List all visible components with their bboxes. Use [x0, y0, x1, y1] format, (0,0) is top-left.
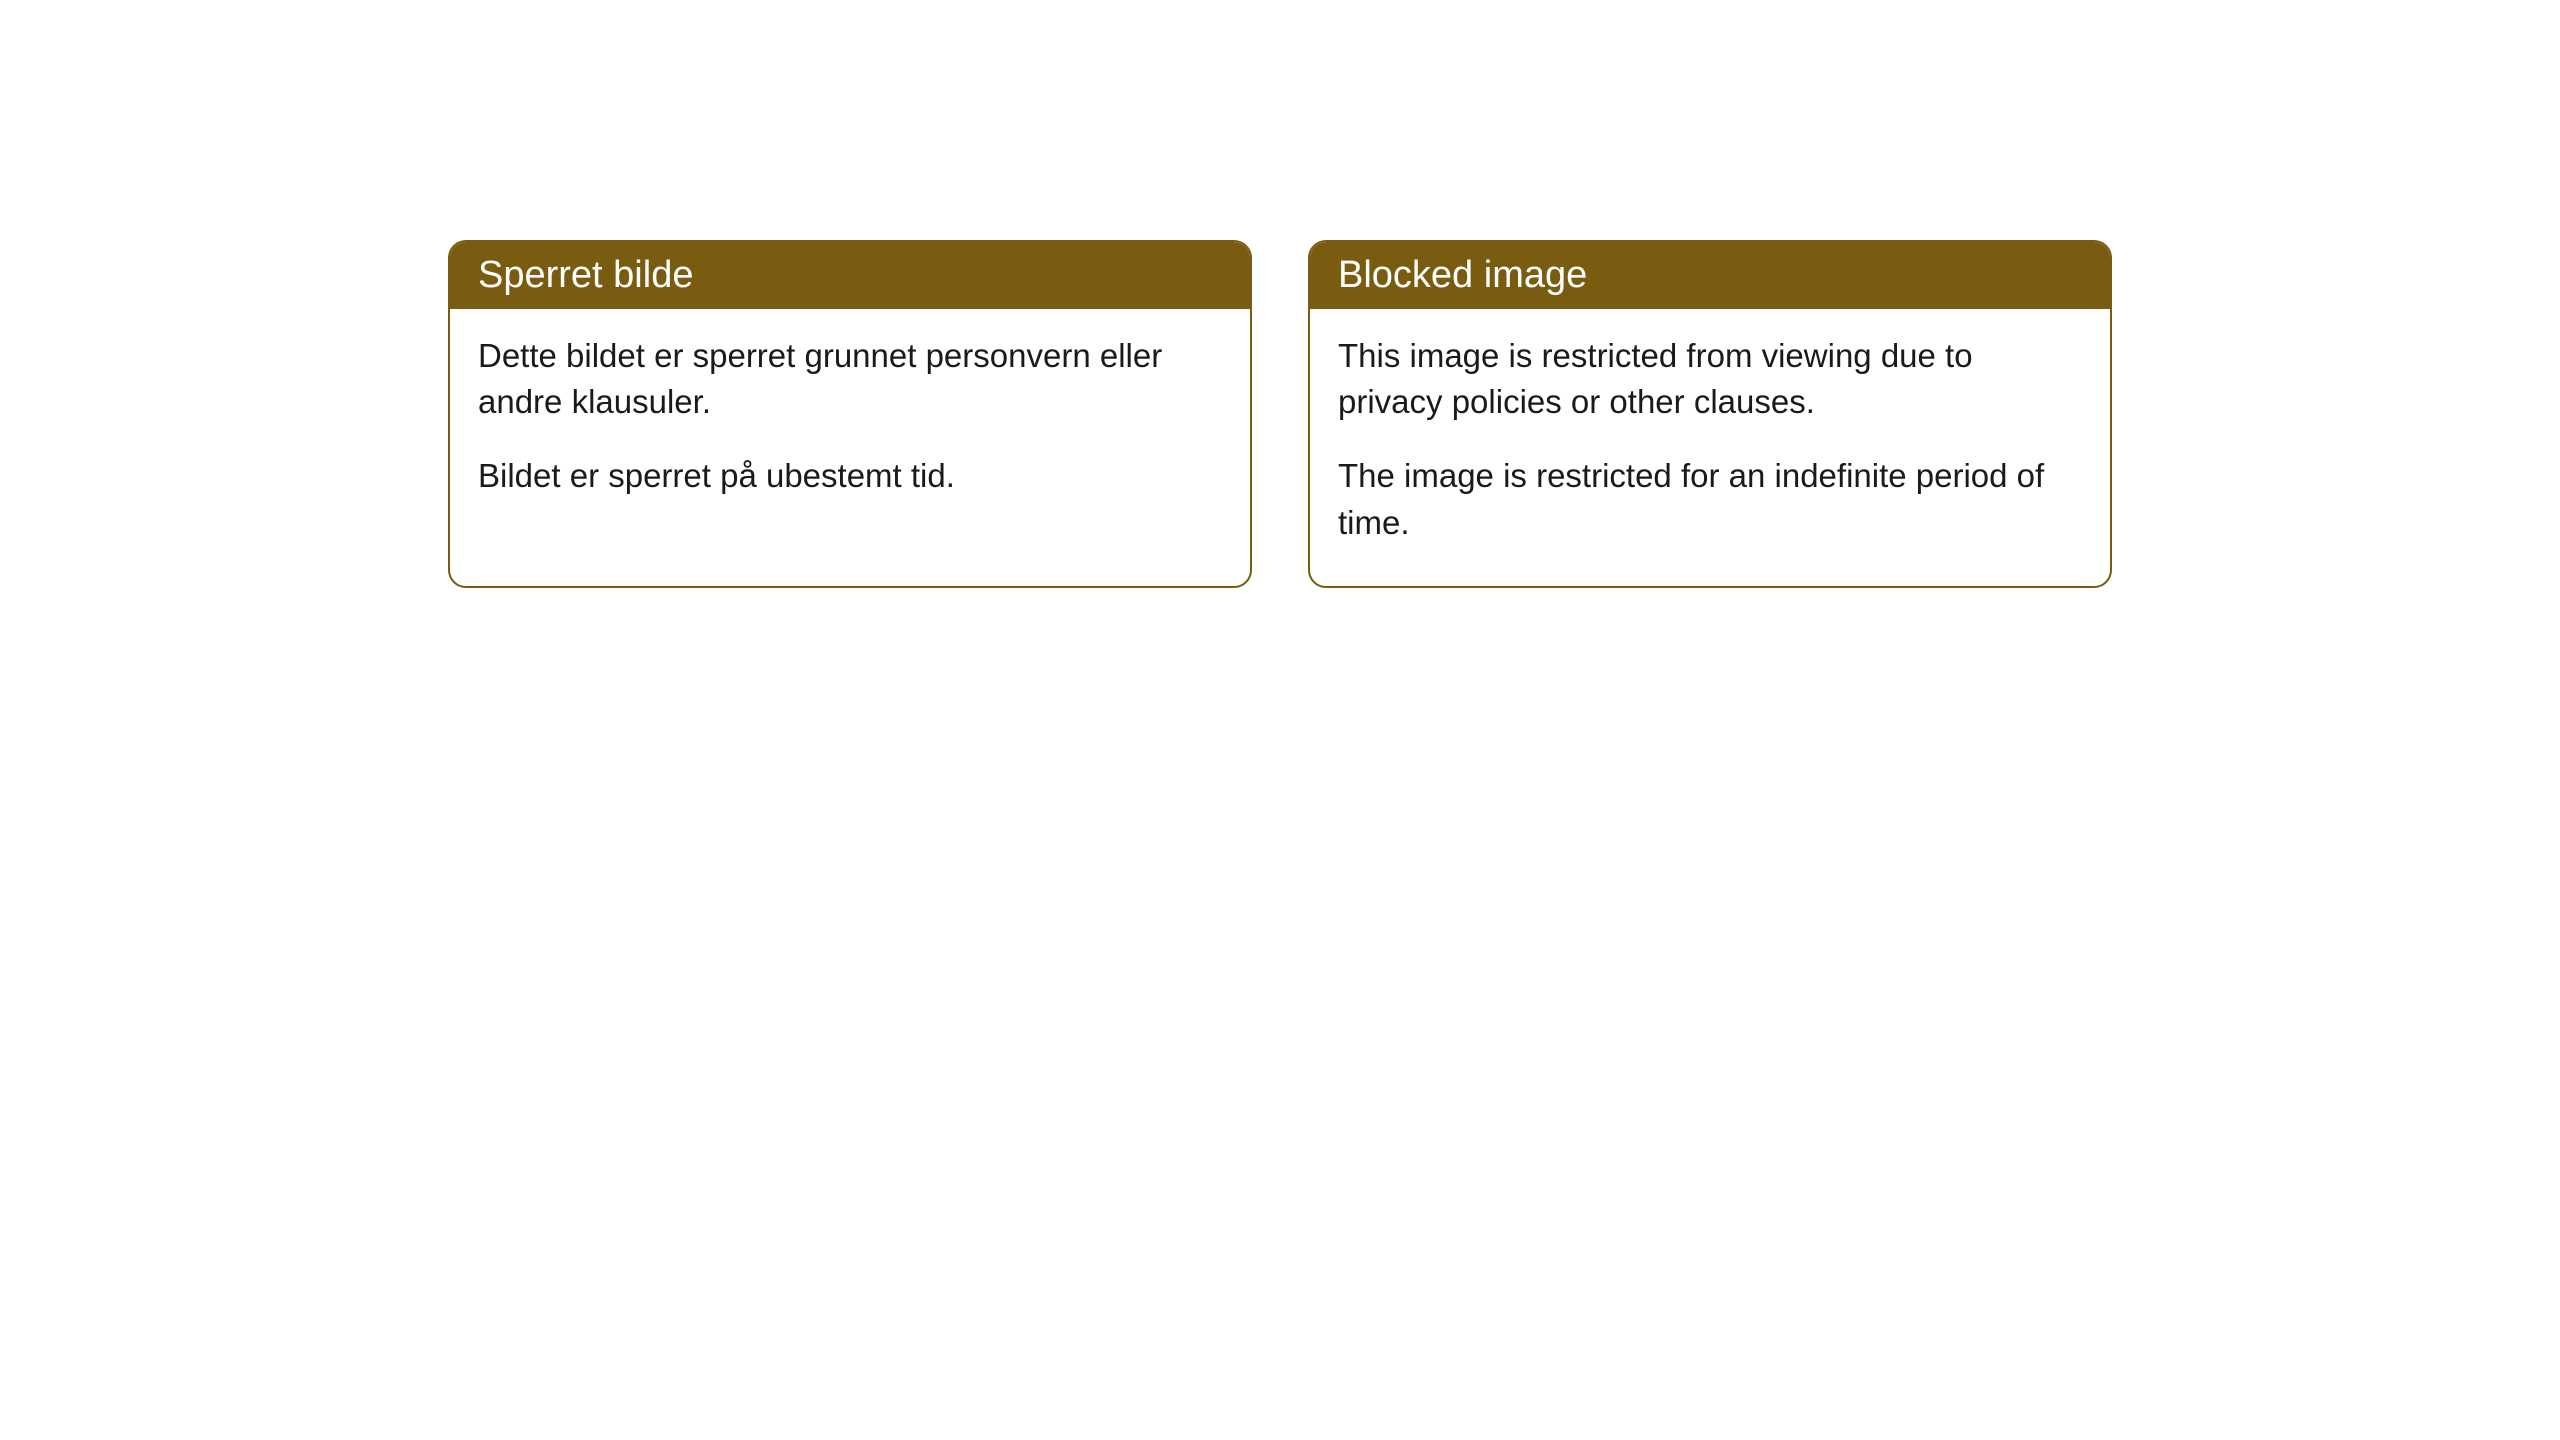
notice-cards-container: Sperret bilde Dette bildet er sperret gr… — [448, 240, 2112, 588]
card-body-english: This image is restricted from viewing du… — [1310, 309, 2110, 586]
card-paragraph-2: Bildet er sperret på ubestemt tid. — [478, 453, 1222, 499]
card-header-english: Blocked image — [1310, 242, 2110, 309]
card-title: Blocked image — [1338, 254, 1587, 296]
card-paragraph-2: The image is restricted for an indefinit… — [1338, 453, 2082, 545]
blocked-image-card-english: Blocked image This image is restricted f… — [1308, 240, 2112, 588]
card-paragraph-1: Dette bildet er sperret grunnet personve… — [478, 333, 1222, 425]
card-body-norwegian: Dette bildet er sperret grunnet personve… — [450, 309, 1250, 540]
card-title: Sperret bilde — [478, 254, 693, 296]
card-header-norwegian: Sperret bilde — [450, 242, 1250, 309]
card-paragraph-1: This image is restricted from viewing du… — [1338, 333, 2082, 425]
blocked-image-card-norwegian: Sperret bilde Dette bildet er sperret gr… — [448, 240, 1252, 588]
